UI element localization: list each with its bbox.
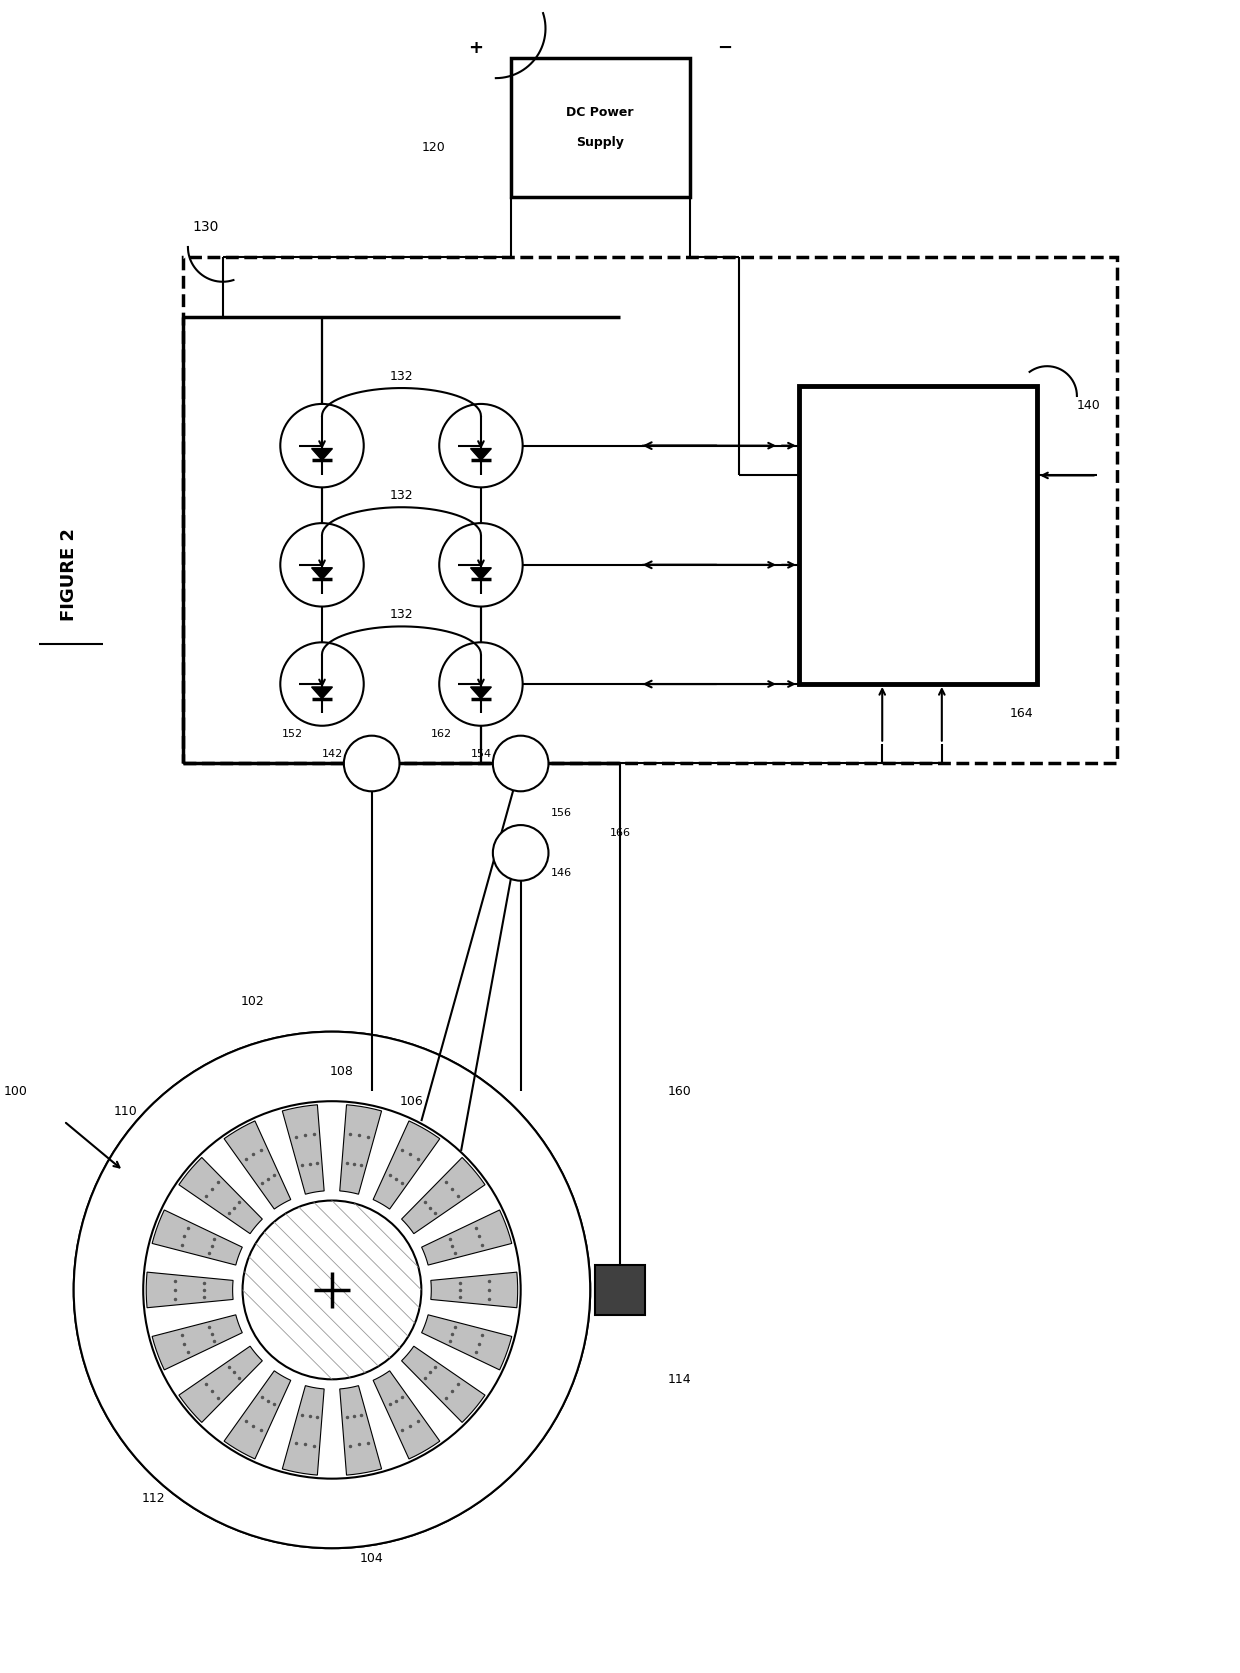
- Polygon shape: [153, 1315, 242, 1370]
- Text: 156: 156: [551, 808, 572, 818]
- Text: 164: 164: [1009, 708, 1033, 721]
- Text: 140: 140: [1076, 400, 1101, 413]
- Polygon shape: [402, 1347, 485, 1422]
- Text: +: +: [469, 40, 484, 57]
- Text: 120: 120: [422, 141, 445, 154]
- Text: −: −: [717, 40, 732, 57]
- Polygon shape: [224, 1370, 290, 1459]
- Circle shape: [492, 825, 548, 880]
- Polygon shape: [179, 1158, 263, 1233]
- Polygon shape: [179, 1347, 263, 1422]
- Text: 132: 132: [389, 370, 413, 383]
- Text: 152: 152: [283, 729, 304, 739]
- Text: I: I: [370, 758, 373, 768]
- Circle shape: [439, 403, 522, 487]
- Text: I: I: [518, 848, 523, 858]
- Text: 114: 114: [668, 1374, 692, 1385]
- Text: 106: 106: [399, 1094, 423, 1108]
- Circle shape: [280, 403, 363, 487]
- Polygon shape: [340, 1385, 382, 1476]
- Circle shape: [343, 736, 399, 791]
- Circle shape: [280, 642, 363, 726]
- Text: 102: 102: [241, 995, 264, 1009]
- Polygon shape: [470, 448, 491, 460]
- Circle shape: [492, 736, 548, 791]
- Polygon shape: [311, 567, 332, 579]
- Polygon shape: [422, 1315, 512, 1370]
- Text: 110: 110: [113, 1104, 138, 1118]
- Polygon shape: [402, 1158, 485, 1233]
- Bar: [799, 386, 1037, 684]
- Text: FIGURE 2: FIGURE 2: [60, 529, 78, 621]
- Text: 154: 154: [471, 748, 492, 758]
- Polygon shape: [146, 1271, 233, 1308]
- Circle shape: [280, 524, 363, 607]
- Text: 100: 100: [4, 1084, 29, 1097]
- Text: 166: 166: [610, 828, 631, 838]
- Polygon shape: [283, 1104, 324, 1195]
- Text: 108: 108: [330, 1066, 353, 1077]
- Polygon shape: [470, 567, 491, 579]
- Circle shape: [439, 524, 522, 607]
- Polygon shape: [422, 1210, 512, 1265]
- Text: 160: 160: [667, 1084, 692, 1097]
- Text: 142: 142: [322, 748, 343, 758]
- Polygon shape: [311, 688, 332, 699]
- Text: 130: 130: [193, 221, 219, 234]
- Polygon shape: [224, 1121, 290, 1210]
- Circle shape: [144, 1101, 521, 1479]
- Text: 146: 146: [551, 868, 572, 878]
- Polygon shape: [311, 448, 332, 460]
- Circle shape: [243, 1201, 422, 1379]
- Bar: [184, 258, 1117, 763]
- Circle shape: [73, 1032, 590, 1548]
- Polygon shape: [430, 1271, 517, 1308]
- Polygon shape: [340, 1104, 382, 1195]
- Text: Supply: Supply: [577, 136, 624, 149]
- Bar: [595, 1265, 645, 1315]
- Polygon shape: [373, 1121, 440, 1210]
- Text: DC Power: DC Power: [567, 107, 634, 119]
- Circle shape: [439, 642, 522, 726]
- Polygon shape: [283, 1385, 324, 1476]
- Polygon shape: [153, 1210, 242, 1265]
- Text: 162: 162: [432, 729, 453, 739]
- Text: 132: 132: [389, 489, 413, 502]
- Bar: [511, 59, 689, 197]
- Text: 104: 104: [360, 1551, 383, 1564]
- Polygon shape: [470, 688, 491, 699]
- Text: 108: 108: [191, 1243, 215, 1256]
- Text: 132: 132: [389, 607, 413, 621]
- Text: 144: 144: [511, 768, 532, 778]
- Circle shape: [73, 1032, 590, 1548]
- Text: Control
Module: Control Module: [889, 520, 946, 550]
- Text: I: I: [518, 758, 523, 768]
- Text: 112: 112: [141, 1492, 165, 1506]
- Polygon shape: [373, 1370, 440, 1459]
